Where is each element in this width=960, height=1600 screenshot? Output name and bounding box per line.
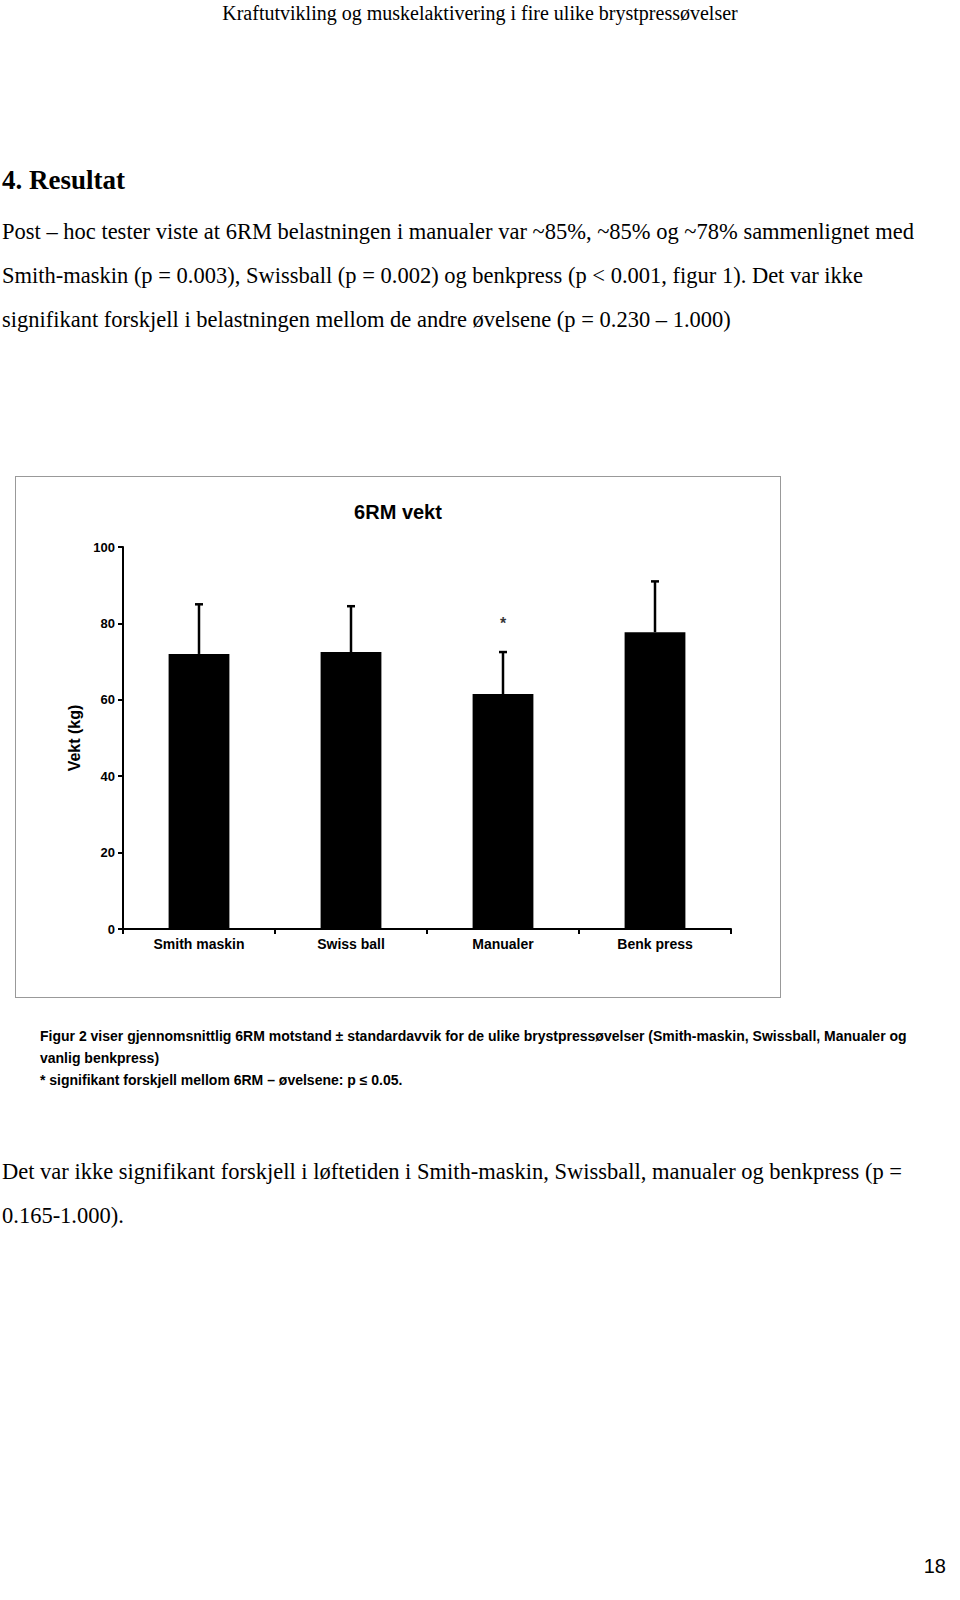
html-text:18: 18	[923, 1555, 946, 1577]
html-text:Figur 2 viser gjennomsnittlig: Figur 2 viser gjennomsnittlig 6RM motsta…	[40, 1028, 907, 1066]
svg-text:60: 60	[101, 692, 115, 707]
svg-text:Smith maskin: Smith maskin	[153, 936, 244, 952]
svg-text:20: 20	[101, 845, 115, 860]
svg-text:0: 0	[108, 922, 115, 937]
html-text:Kraftutvikling og muskelaktive: Kraftutvikling og muskelaktivering i fir…	[222, 2, 738, 24]
svg-text:*: *	[500, 615, 507, 632]
svg-text:Vekt (kg): Vekt (kg)	[66, 705, 83, 772]
svg-text:6RM vekt: 6RM vekt	[354, 501, 442, 523]
html-text:Post – hoc tester viste at 6RM: Post – hoc tester viste at 6RM belastnin…	[2, 219, 914, 332]
svg-text:100: 100	[93, 540, 115, 555]
svg-text:40: 40	[101, 769, 115, 784]
html-text:* signifikant forskjell mellom: * signifikant forskjell mellom 6RM – øve…	[40, 1072, 403, 1088]
svg-text:Benk press: Benk press	[617, 936, 693, 952]
svg-text:Swiss ball: Swiss ball	[317, 936, 385, 952]
svg-text:Manualer: Manualer	[472, 936, 534, 952]
html-text:Det var ikke signifikant forsk: Det var ikke signifikant forskjell i løf…	[2, 1159, 902, 1228]
html-text:4. Resultat: 4. Resultat	[2, 165, 125, 195]
svg-text:80: 80	[101, 616, 115, 631]
